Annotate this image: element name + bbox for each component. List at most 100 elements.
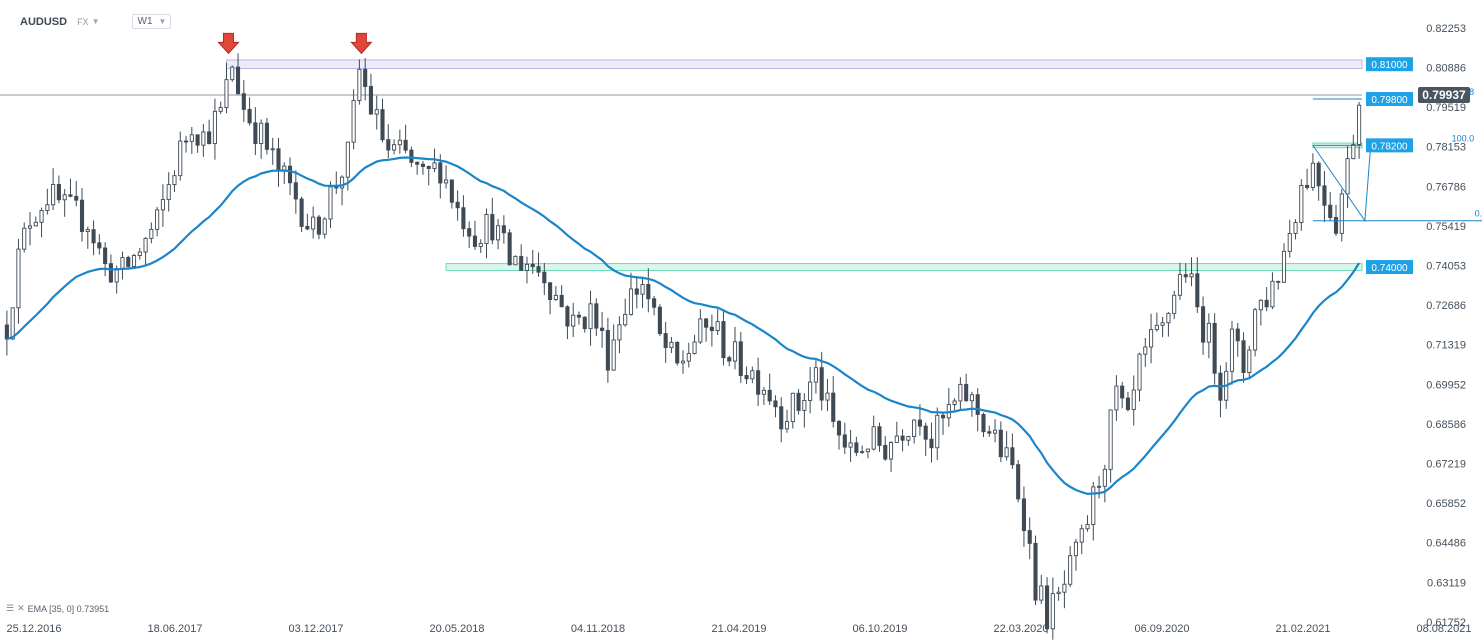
candle-body [97,242,102,249]
y-tick-label: 0.75419 [1426,221,1466,233]
x-tick-label: 21.02.2021 [1275,623,1330,635]
candle-body [143,237,148,253]
candle [542,262,547,295]
candle-body [235,66,241,95]
symbol-label[interactable]: AUDUSD [20,15,68,28]
candle-body [79,199,85,232]
candle-body [975,394,980,415]
candle [253,107,258,156]
chevron-down-icon[interactable]: ▼ [91,17,100,26]
candle [1172,290,1177,320]
close-icon[interactable]: ✕ [17,603,25,613]
candle [773,395,778,418]
candle [929,422,934,463]
candle-body [715,321,720,331]
candle-body [183,140,189,143]
candle [455,190,460,221]
candle-body [594,303,599,329]
candle-body [420,163,426,167]
candle [704,317,709,342]
candle-body [548,282,553,300]
y-tick-label: 0.67219 [1426,459,1466,471]
candle-body [1085,524,1090,530]
candle [576,311,582,325]
candle-body [103,247,108,265]
level-tag: 0.81000 [1366,57,1413,72]
candle-body [640,284,645,295]
candle [1143,337,1148,367]
candle [1114,375,1119,421]
candle-body [45,204,50,211]
candle-body [1293,222,1298,234]
candle-body [241,93,246,110]
candle-body [692,341,697,354]
candle-body [1345,158,1350,195]
y-tick-label: 0.63119 [1427,577,1466,589]
candle-body [617,324,622,341]
candle-body [1131,389,1136,411]
level-tag: 0.79800 [1366,91,1413,106]
candle-body [166,184,171,201]
candle-body [392,144,397,151]
candle-body [1310,162,1315,188]
timeframe-select[interactable]: W1 ▼ [131,14,172,29]
settings-icon[interactable]: ☰ [6,603,15,613]
candle [461,195,466,237]
candle-body [1189,273,1194,278]
y-tick-label: 0.71319 [1426,340,1466,352]
candle [1287,219,1292,258]
candle-body [524,263,530,271]
candle-body [1247,349,1252,373]
candle-body [212,110,217,145]
candle-body [929,438,934,449]
candle-body [738,341,743,376]
candle-body [368,86,373,115]
candle-body [588,303,593,330]
candle-body [877,426,882,446]
candle [1339,188,1344,242]
candle [386,124,391,159]
candle [640,276,645,309]
candle [74,180,79,207]
candle-body [311,216,316,230]
candle [917,404,922,436]
x-tick-label: 04.11.2018 [571,623,625,635]
candle-body [611,339,616,371]
candle-body [328,186,333,220]
candle [10,307,15,340]
candle-body [819,367,824,401]
candle [848,429,853,462]
candle-body [796,392,801,411]
candle-body [51,184,56,206]
candle [628,272,634,316]
candle-body [114,268,119,283]
candle [484,208,489,259]
y-tick-label: 0.69952 [1426,379,1466,391]
candle [790,392,795,429]
candle-body [1201,306,1206,343]
candle-body [438,162,443,184]
candle [1154,312,1159,332]
candle-body [247,108,252,124]
candle [270,137,275,165]
candle-body [1333,217,1339,234]
candle-body [652,298,657,308]
candle [16,238,21,324]
candle [912,419,917,444]
candle [761,386,766,405]
candle [1235,322,1240,357]
candle [692,334,697,355]
candle [1258,299,1263,326]
candle [1212,313,1217,385]
candle-body [1172,294,1177,314]
candle-body [623,313,628,326]
candle-body [409,149,414,163]
candle-body [444,179,449,184]
candle-body [1160,322,1165,326]
candle [617,316,622,354]
candle-body [287,165,293,184]
x-tick-label: 18.06.2017 [147,623,202,635]
level-tag-text: 0.81000 [1371,60,1408,71]
candle-body [1027,530,1032,544]
